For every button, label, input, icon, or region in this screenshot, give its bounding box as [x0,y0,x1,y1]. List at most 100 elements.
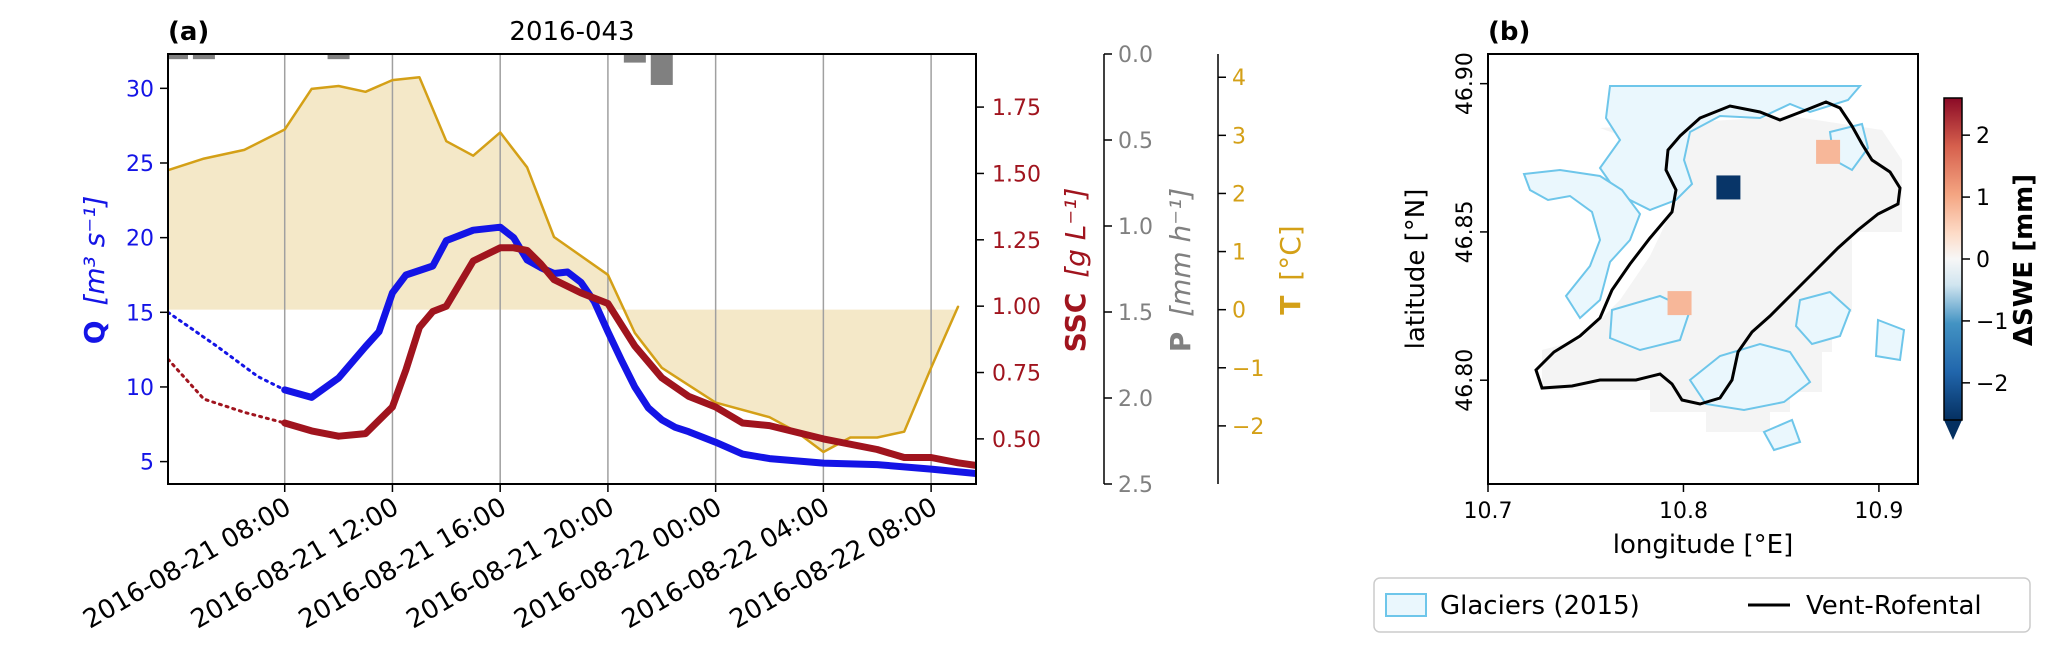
p-tick-label-4: 2.0 [1118,387,1153,412]
t-tick-label-6: −2 [1232,415,1264,440]
panel-b-axes: 10.7 10.8 10.9 46.80 46.85 46.90 [1453,52,1903,524]
t-tick-label-1: 3 [1232,124,1246,149]
q-tick-label-2: 15 [126,301,154,326]
svg-text:P [mm h⁻¹]: P [mm h⁻¹] [1164,188,1197,353]
q-tick-label-1: 10 [126,376,154,401]
map-legend: Glaciers (2015) Vent-Rofental [1373,577,2031,633]
t-axis-label-symbol: T [1274,296,1307,315]
map-x-tick-label-1: 10.8 [1659,499,1708,524]
colorbar-tick-label-3: −1 [1976,310,2008,335]
t-axis-label-units: [°C] [1274,225,1307,280]
q-tick-label-3: 20 [126,227,154,252]
legend-glacier-swatch [1385,593,1427,617]
ssc-tick-label-4: 1.50 [992,162,1041,187]
swe-cell-1 [1816,139,1841,164]
ssc-axis-label-units: [g L⁻¹] [1059,188,1092,278]
panel-a-frame [167,53,977,485]
colorbar-tick-label-2: 0 [1976,248,1990,273]
precip-bar-2 [327,54,350,60]
colorbar-tick-label-0: 2 [1976,124,1990,149]
ssc-tick-label-1: 0.75 [992,362,1041,387]
panel-b-tag: (b) [1488,17,1530,47]
p-tick-label-3: 1.5 [1118,301,1153,326]
discharge-gap-line [168,310,287,392]
t-tick-label-4: 0 [1232,299,1246,324]
q-axis-label: Q [m³ s⁻¹] [78,196,111,345]
discharge-line [281,223,976,477]
t-axis-label: T [°C] [1274,225,1307,314]
panel-b-xlabel: longitude [°E] [1613,530,1794,560]
ssc-line [281,244,976,469]
swe-cell-2 [1667,291,1692,316]
x-tick-label-6: 2016-08-22 08:00 [725,492,943,635]
ssc-axis-label-symbol: SSC [1059,293,1092,353]
colorbar-gradient [1944,98,1962,420]
catchment-raster [1542,116,1902,432]
ssc-tick-label-3: 1.25 [992,229,1041,254]
colorbar-tick-label-1: 1 [1976,186,1990,211]
t-tick-label-2: 2 [1232,182,1246,207]
precip-bar-3 [623,54,646,63]
temperature-fill [168,77,959,452]
svg-text:Q [m³ s⁻¹]: Q [m³ s⁻¹] [78,196,111,345]
legend-box [1373,577,2031,633]
precip-bar-4 [650,54,673,85]
catchment-boundary [1534,100,1902,406]
swe-cell-0 [1716,175,1741,200]
map-y-tick-label-0: 46.80 [1453,349,1478,412]
precip-bar-0 [168,54,188,60]
svg-text:SSC [g L⁻¹]: SSC [g L⁻¹] [1059,188,1092,353]
map-x-tick-label-2: 10.9 [1854,499,1903,524]
panel-a-plot-area [168,54,976,484]
p-axis-label-symbol: P [1164,332,1197,353]
t-tick-label-0: 4 [1232,66,1246,91]
legend-glacier-label: Glaciers (2015) [1440,591,1640,621]
glacier-west [1522,168,1642,320]
colorbar-label: ΔSWE [mm] [2009,174,2039,346]
glacier-south [1688,342,1812,412]
colorbar-tick-label-4: −2 [1976,372,2008,397]
glacier-southeast [1794,290,1852,346]
q-tick-label-5: 30 [126,77,154,102]
ssc-tick-label-0: 0.50 [992,428,1041,453]
q-axis: 5 10 15 20 25 30 [126,77,168,476]
ssc-tick-label-5: 1.75 [992,96,1041,121]
ssc-gap-line [168,357,287,425]
precip-bar-1 [192,54,215,60]
colorbar-ticks: 2 1 0 −1 −2 [1962,124,2008,397]
p-tick-label-5: 2.5 [1118,473,1153,498]
q-axis-label-symbol: Q [78,320,111,344]
panel-b: (b) 10.7 10.8 10.9 46.80 46.85 46.90 longitud… [1373,17,2039,633]
ssc-axis: 0.50 0.75 1.00 1.25 1.50 1.75 [976,96,1041,453]
t-tick-label-5: −1 [1232,357,1264,382]
svg-text:T [°C]: T [°C] [1274,225,1307,314]
q-axis-label-units: [m³ s⁻¹] [78,196,111,306]
ssc-axis-label: SSC [g L⁻¹] [1059,188,1092,353]
colorbar-extension-low [1944,420,1962,440]
q-tick-label-0: 5 [140,451,154,476]
glacier-fragment-1 [1874,318,1906,362]
p-axis-label-units: [mm h⁻¹] [1164,188,1197,317]
legend-catchment-label: Vent-Rofental [1806,591,1982,621]
p-axis-label: P [mm h⁻¹] [1164,188,1197,353]
p-tick-label-2: 1.0 [1118,215,1153,240]
q-tick-label-4: 25 [126,152,154,177]
panel-a-title: 2016-043 [509,17,634,47]
panel-b-frame [1487,53,1919,485]
t-tick-label-3: 1 [1232,241,1246,266]
p-tick-label-0: 0.0 [1118,43,1153,68]
glacier-north [1598,85,1863,212]
p-tick-label-1: 0.5 [1118,129,1153,154]
ssc-tick-label-2: 1.00 [992,295,1041,320]
map-y-tick-label-1: 46.85 [1453,200,1478,263]
panel-a-tag: (a) [168,17,209,47]
p-axis: 0.0 0.5 1.0 1.5 2.0 2.5 [1103,43,1153,498]
t-axis: 4 3 2 1 0 −1 −2 [1217,54,1264,484]
panel-b-ylabel: latitude [°N] [1401,189,1431,350]
map-y-tick-label-2: 46.90 [1453,52,1478,115]
map-x-tick-label-0: 10.7 [1464,499,1513,524]
glacier-fragment-2 [1762,418,1802,452]
